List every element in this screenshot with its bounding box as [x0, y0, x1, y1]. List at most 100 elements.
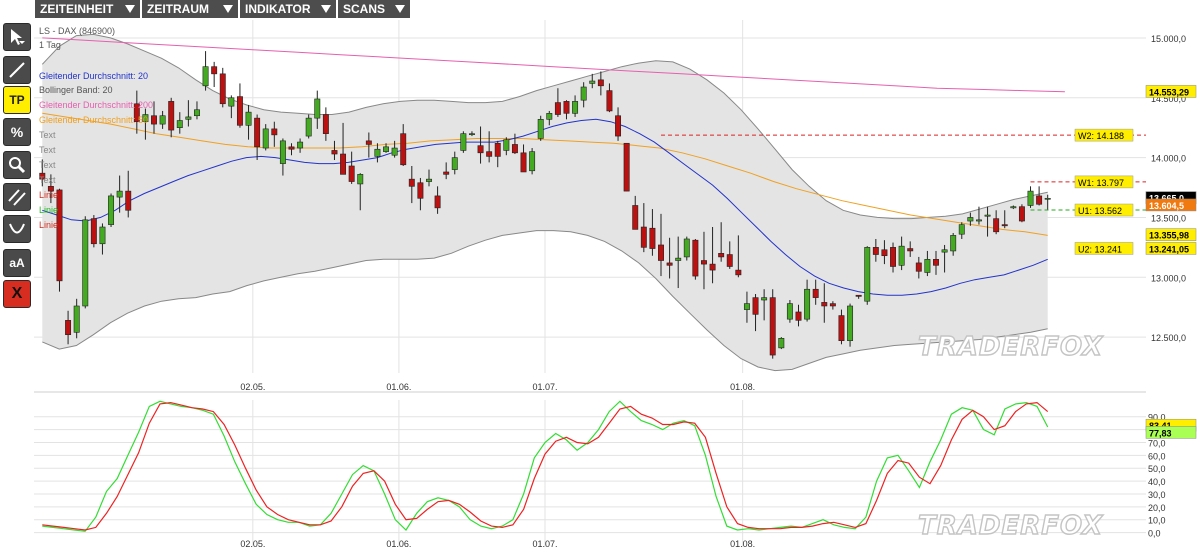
candle: [975, 206, 982, 225]
candle: [872, 238, 879, 262]
candle-body-down: [39, 172, 46, 180]
legend-entry: Linie: [39, 220, 58, 230]
menu-zeitraum[interactable]: ZEITRAUM: [142, 0, 238, 18]
candle: [666, 237, 673, 279]
candle-body-up: [683, 238, 690, 258]
candle-body-down: [735, 269, 742, 276]
tp-tool-button[interactable]: TP: [3, 86, 31, 114]
text-tool-button[interactable]: aA: [3, 249, 31, 277]
candle-body-up: [82, 219, 89, 307]
oscillator-label: 77,83: [1145, 426, 1197, 439]
candle-body-up: [743, 303, 750, 310]
candle: [47, 174, 54, 204]
stochastic-k-line: [42, 400, 1049, 532]
pivot-label-bg: [1074, 128, 1134, 142]
x-tick-label: 02.05.: [240, 382, 265, 392]
candle: [829, 301, 836, 310]
menu-scans[interactable]: SCANS: [338, 0, 410, 18]
candle-body-up: [546, 113, 553, 120]
candle: [408, 165, 415, 204]
menu-zeiteinheit-label: ZEITEINHEIT: [40, 2, 114, 16]
x-tick-label: 02.05.: [240, 539, 265, 549]
candle: [460, 131, 467, 153]
candle: [142, 108, 149, 140]
y-tick-label: 90,0: [1148, 413, 1166, 423]
candle: [958, 222, 965, 239]
price-label-bg: [1145, 85, 1197, 98]
candle-body-up: [941, 249, 948, 253]
candle-body-up: [580, 86, 587, 101]
stochastic-d-line: [42, 401, 1049, 531]
candle: [279, 138, 286, 176]
candle: [735, 235, 742, 278]
candle-body-up: [314, 98, 321, 119]
drawing-toolbar: TP % aA X: [0, 18, 34, 551]
price-label: 13.241,05: [1145, 242, 1197, 255]
candle-body-down: [520, 152, 527, 173]
x-tick-label: 01.06.: [386, 539, 411, 549]
menu-indikator[interactable]: INDIKATOR: [240, 0, 336, 18]
menu-zeiteinheit[interactable]: ZEITEINHEIT: [35, 0, 140, 18]
candle-body-down: [211, 66, 218, 75]
candle: [125, 170, 132, 218]
candle-body-down: [649, 227, 656, 249]
candle-body-up: [778, 337, 785, 349]
candle: [718, 222, 725, 262]
candle: [881, 240, 888, 265]
candle: [795, 304, 802, 327]
candle-body-down: [511, 144, 518, 154]
candle: [348, 151, 355, 184]
candle: [262, 124, 269, 151]
curve-tool-button[interactable]: [3, 215, 31, 243]
legend-entry: Gleitender Durchschnitt: 50: [39, 115, 148, 125]
candle: [786, 300, 793, 323]
cursor-tool-button[interactable]: [3, 23, 31, 51]
delete-drawings-button[interactable]: X: [3, 280, 31, 308]
candle: [855, 294, 862, 299]
x-tick-label: 01.08.: [730, 539, 755, 549]
candle: [812, 279, 819, 305]
candle: [804, 279, 811, 322]
menu-zeitraum-label: ZEITRAUM: [147, 2, 209, 16]
ma50-line: [42, 112, 1048, 236]
candle-body-down: [90, 218, 97, 245]
candle-body-up: [116, 190, 123, 198]
ma200-line: [42, 37, 1065, 93]
candle: [640, 203, 647, 253]
candle: [1027, 186, 1034, 208]
candle: [365, 132, 372, 158]
candle: [743, 291, 750, 323]
chevron-down-icon: [395, 5, 405, 13]
candle-body-down: [133, 103, 140, 123]
candle: [331, 140, 338, 161]
candle: [529, 148, 536, 175]
candle-body-down: [125, 190, 132, 211]
candle: [73, 298, 80, 339]
candle-body-up: [503, 139, 510, 151]
candle-body-down: [168, 101, 175, 131]
watermark-main: TRADERFOX: [918, 332, 1104, 362]
candle-body-down: [65, 320, 72, 336]
candle-body-down: [477, 145, 484, 154]
price-label: 13.604,5: [1145, 198, 1197, 212]
candle-body-down: [1001, 224, 1008, 227]
candle: [426, 169, 432, 187]
menu-indikator-label: INDIKATOR: [245, 2, 311, 16]
candle-body-down: [417, 182, 424, 199]
legend-entry: Gleitender Durchschnitt: 20: [39, 71, 148, 81]
candle-body-up: [305, 117, 312, 137]
bollinger-lower-line: [42, 230, 1048, 372]
channel-tool-button[interactable]: [3, 183, 31, 211]
x-tick-label: 01.07.: [532, 382, 557, 392]
legend-entry: Text: [39, 130, 56, 140]
pivot-label: U2: 13.241: [1074, 242, 1134, 255]
candle-body-down: [752, 297, 759, 315]
candle: [726, 241, 733, 269]
candle: [254, 114, 261, 161]
zoom-tool-button[interactable]: [3, 151, 31, 179]
legend-entry: Text: [39, 160, 56, 170]
price-label: 14.553,29: [1145, 85, 1197, 98]
percent-tool-button[interactable]: %: [3, 118, 31, 146]
trendline-tool-button[interactable]: [3, 56, 31, 84]
